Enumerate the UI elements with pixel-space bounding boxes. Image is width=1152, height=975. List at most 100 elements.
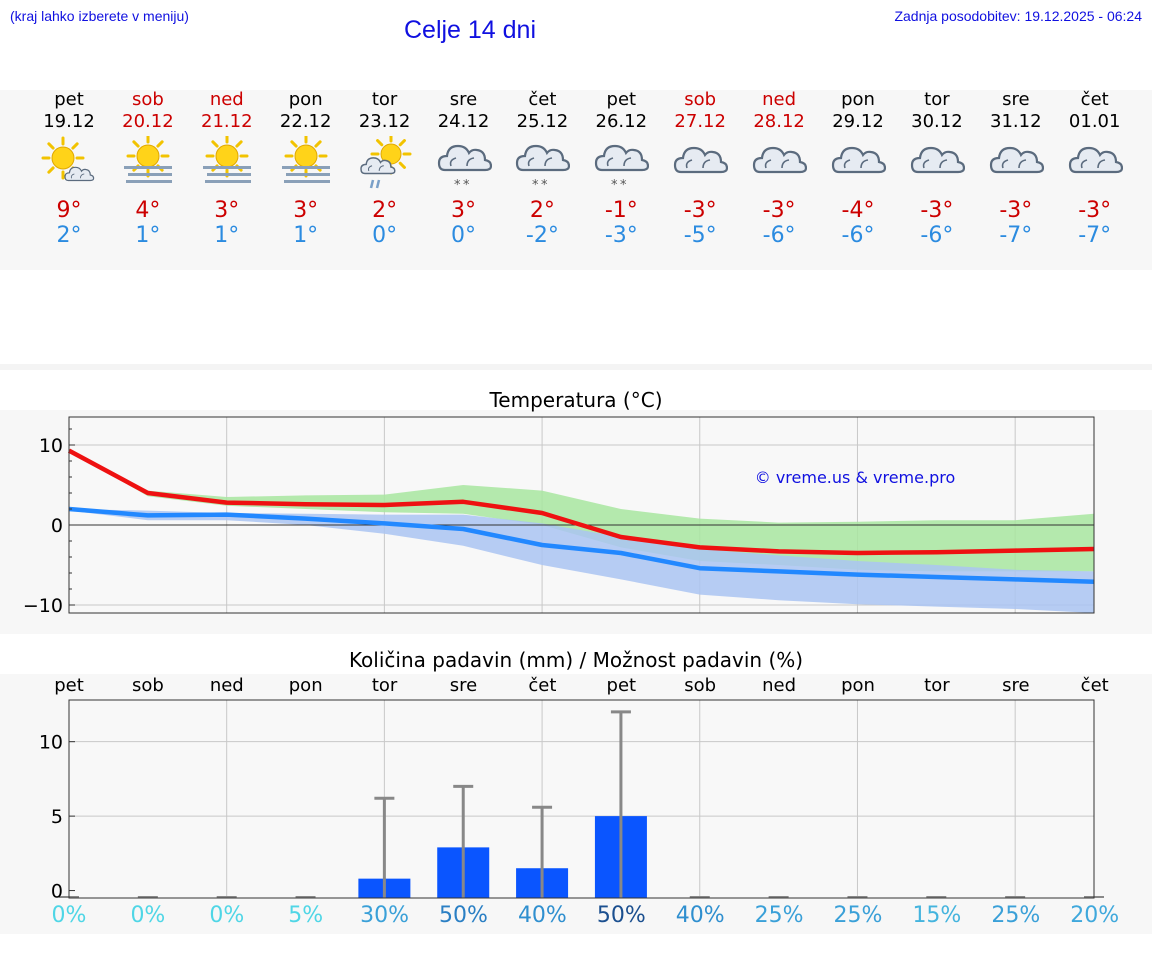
max-temperature: 9° [56,198,82,223]
temperature-chart: −10 0 10 © vreme.us & vreme.pro [23,416,1095,617]
svg-text:*: * [463,178,470,192]
min-temperature: 1° [293,223,319,248]
day-forecast[interactable]: pet 26.12 * * -1° -3° [581,89,661,248]
watermark: © vreme.us & vreme.pro [755,468,956,487]
svg-text:*: * [454,178,461,192]
cloud-icon [989,146,1044,174]
max-temperature: 2° [372,198,398,223]
min-temperature: 0° [451,223,476,248]
sun-fog-icon [123,134,172,183]
location-hint[interactable]: (kraj lahko izberete v meniju) [10,8,189,24]
precipitation-probability: 0% [130,903,166,928]
day-forecast[interactable]: čet 01.01 -3° -7° [1055,89,1135,248]
day-date: 30.12 [911,111,963,132]
day-name: tor [371,89,398,110]
precipitation-day-label: sre [449,675,478,696]
day-date: 25.12 [516,111,569,132]
precipitation-day-label: tor [371,675,398,696]
min-temperature: 2° [56,223,82,248]
min-temperature: 1° [214,223,240,248]
max-temperature: -4° [841,198,875,223]
day-forecast[interactable]: sob 20.12 4° 1° [108,89,188,248]
precipitation-probability: 20% [1070,903,1120,928]
precipitation-day-label: sob [131,675,164,696]
y-tick-label: −10 [23,595,63,617]
plot-area [69,700,1094,898]
precipitation-day-label: tor [924,675,950,696]
day-date: 28.12 [753,111,805,132]
y-tick-label: 10 [39,732,63,754]
day-date: 26.12 [595,111,648,132]
min-temperature: -7° [999,223,1033,248]
max-temperature: -3° [1078,198,1112,223]
day-forecast[interactable]: sob 27.12 -3° -5° [660,89,740,248]
day-name: čet [1080,89,1109,110]
min-temperature: -5° [683,223,717,248]
precipitation-chart-title: Količina padavin (mm) / Možnost padavin … [348,648,804,672]
day-name: čet [528,89,557,110]
max-temperature: 2° [529,198,555,223]
precipitation-day-label: pon [288,675,323,696]
svg-text:*: * [532,178,539,192]
cloud-icon [752,146,808,174]
plot-frame [68,699,1095,899]
day-forecast[interactable]: pon 22.12 3° 1° [266,89,346,248]
cloud-snow-icon: * * [437,144,492,193]
precipitation-day-label: čet [1080,675,1109,696]
svg-text:*: * [620,178,627,192]
day-date: 22.12 [279,111,332,132]
day-forecast[interactable]: ned 28.12 -3° -6° [739,89,819,248]
precipitation-day-label: ned [762,675,797,696]
day-name: pon [288,89,323,110]
day-name: sob [131,89,164,110]
page-title: Celje 14 dni [403,16,537,44]
y-tick-label: 0 [51,881,63,903]
min-temperature: 1° [135,223,161,248]
day-forecast[interactable]: sre 24.12 * * 3° 0° [424,89,504,248]
precipitation-probability: 50% [596,903,646,928]
day-date: 20.12 [122,111,174,132]
precipitation-probability: 50% [439,903,488,928]
day-name: ned [209,89,244,110]
day-forecast[interactable]: tor 30.12 -3° -6° [897,89,977,248]
day-forecast[interactable]: pon 29.12 -4° -6° [818,89,898,248]
precipitation-day-label: pet [606,675,637,696]
precipitation-day-label: sre [1002,675,1030,696]
min-temperature: -2° [525,223,559,248]
min-temperature: -3° [604,223,638,248]
day-date: 21.12 [201,111,253,132]
precipitation-probability: 0% [209,903,245,928]
max-temperature: -3° [999,198,1033,223]
sun-cloud-rain-icon [359,133,412,189]
min-temperature: -6° [920,223,954,248]
cloud-snow-icon: * * [595,144,650,193]
day-forecast[interactable]: čet 25.12 * * 2° -2° [502,89,582,248]
precipitation-probability: 15% [912,903,962,928]
day-forecast[interactable]: sre 31.12 -3° -7° [976,89,1056,248]
svg-text:*: * [541,178,548,192]
day-forecast[interactable]: pet 19.12 9° 2° [29,89,109,248]
precipitation-day-label: čet [528,675,557,696]
y-tick-label: 0 [51,515,63,537]
max-temperature-line [67,448,1095,556]
day-date: 31.12 [990,111,1042,132]
min-temperature: -6° [762,223,796,248]
precipitation-probability: 30% [360,903,410,928]
cloud-icon [831,146,887,174]
day-forecast[interactable]: ned 21.12 3° 1° [187,89,267,248]
precipitation-probability: 25% [754,903,804,928]
cloud-icon [674,146,729,174]
day-date: 23.12 [358,111,411,132]
day-date: 29.12 [832,111,884,132]
y-tick-label: 10 [39,435,63,457]
day-forecast[interactable]: tor 23.12 2° 0° [345,89,425,248]
precipitation-day-label: pet [54,675,84,696]
day-date: 19.12 [43,111,95,132]
max-temperature: 3° [214,198,240,223]
cloud-snow-icon: * * [516,144,571,193]
sun-fog-icon [281,134,330,183]
last-updated: Zadnja posodobitev: 19.12.2025 - 06:24 [894,8,1142,24]
day-name: pon [841,89,875,110]
precipitation-probability: 40% [517,903,567,928]
max-temperature: 3° [293,198,319,223]
